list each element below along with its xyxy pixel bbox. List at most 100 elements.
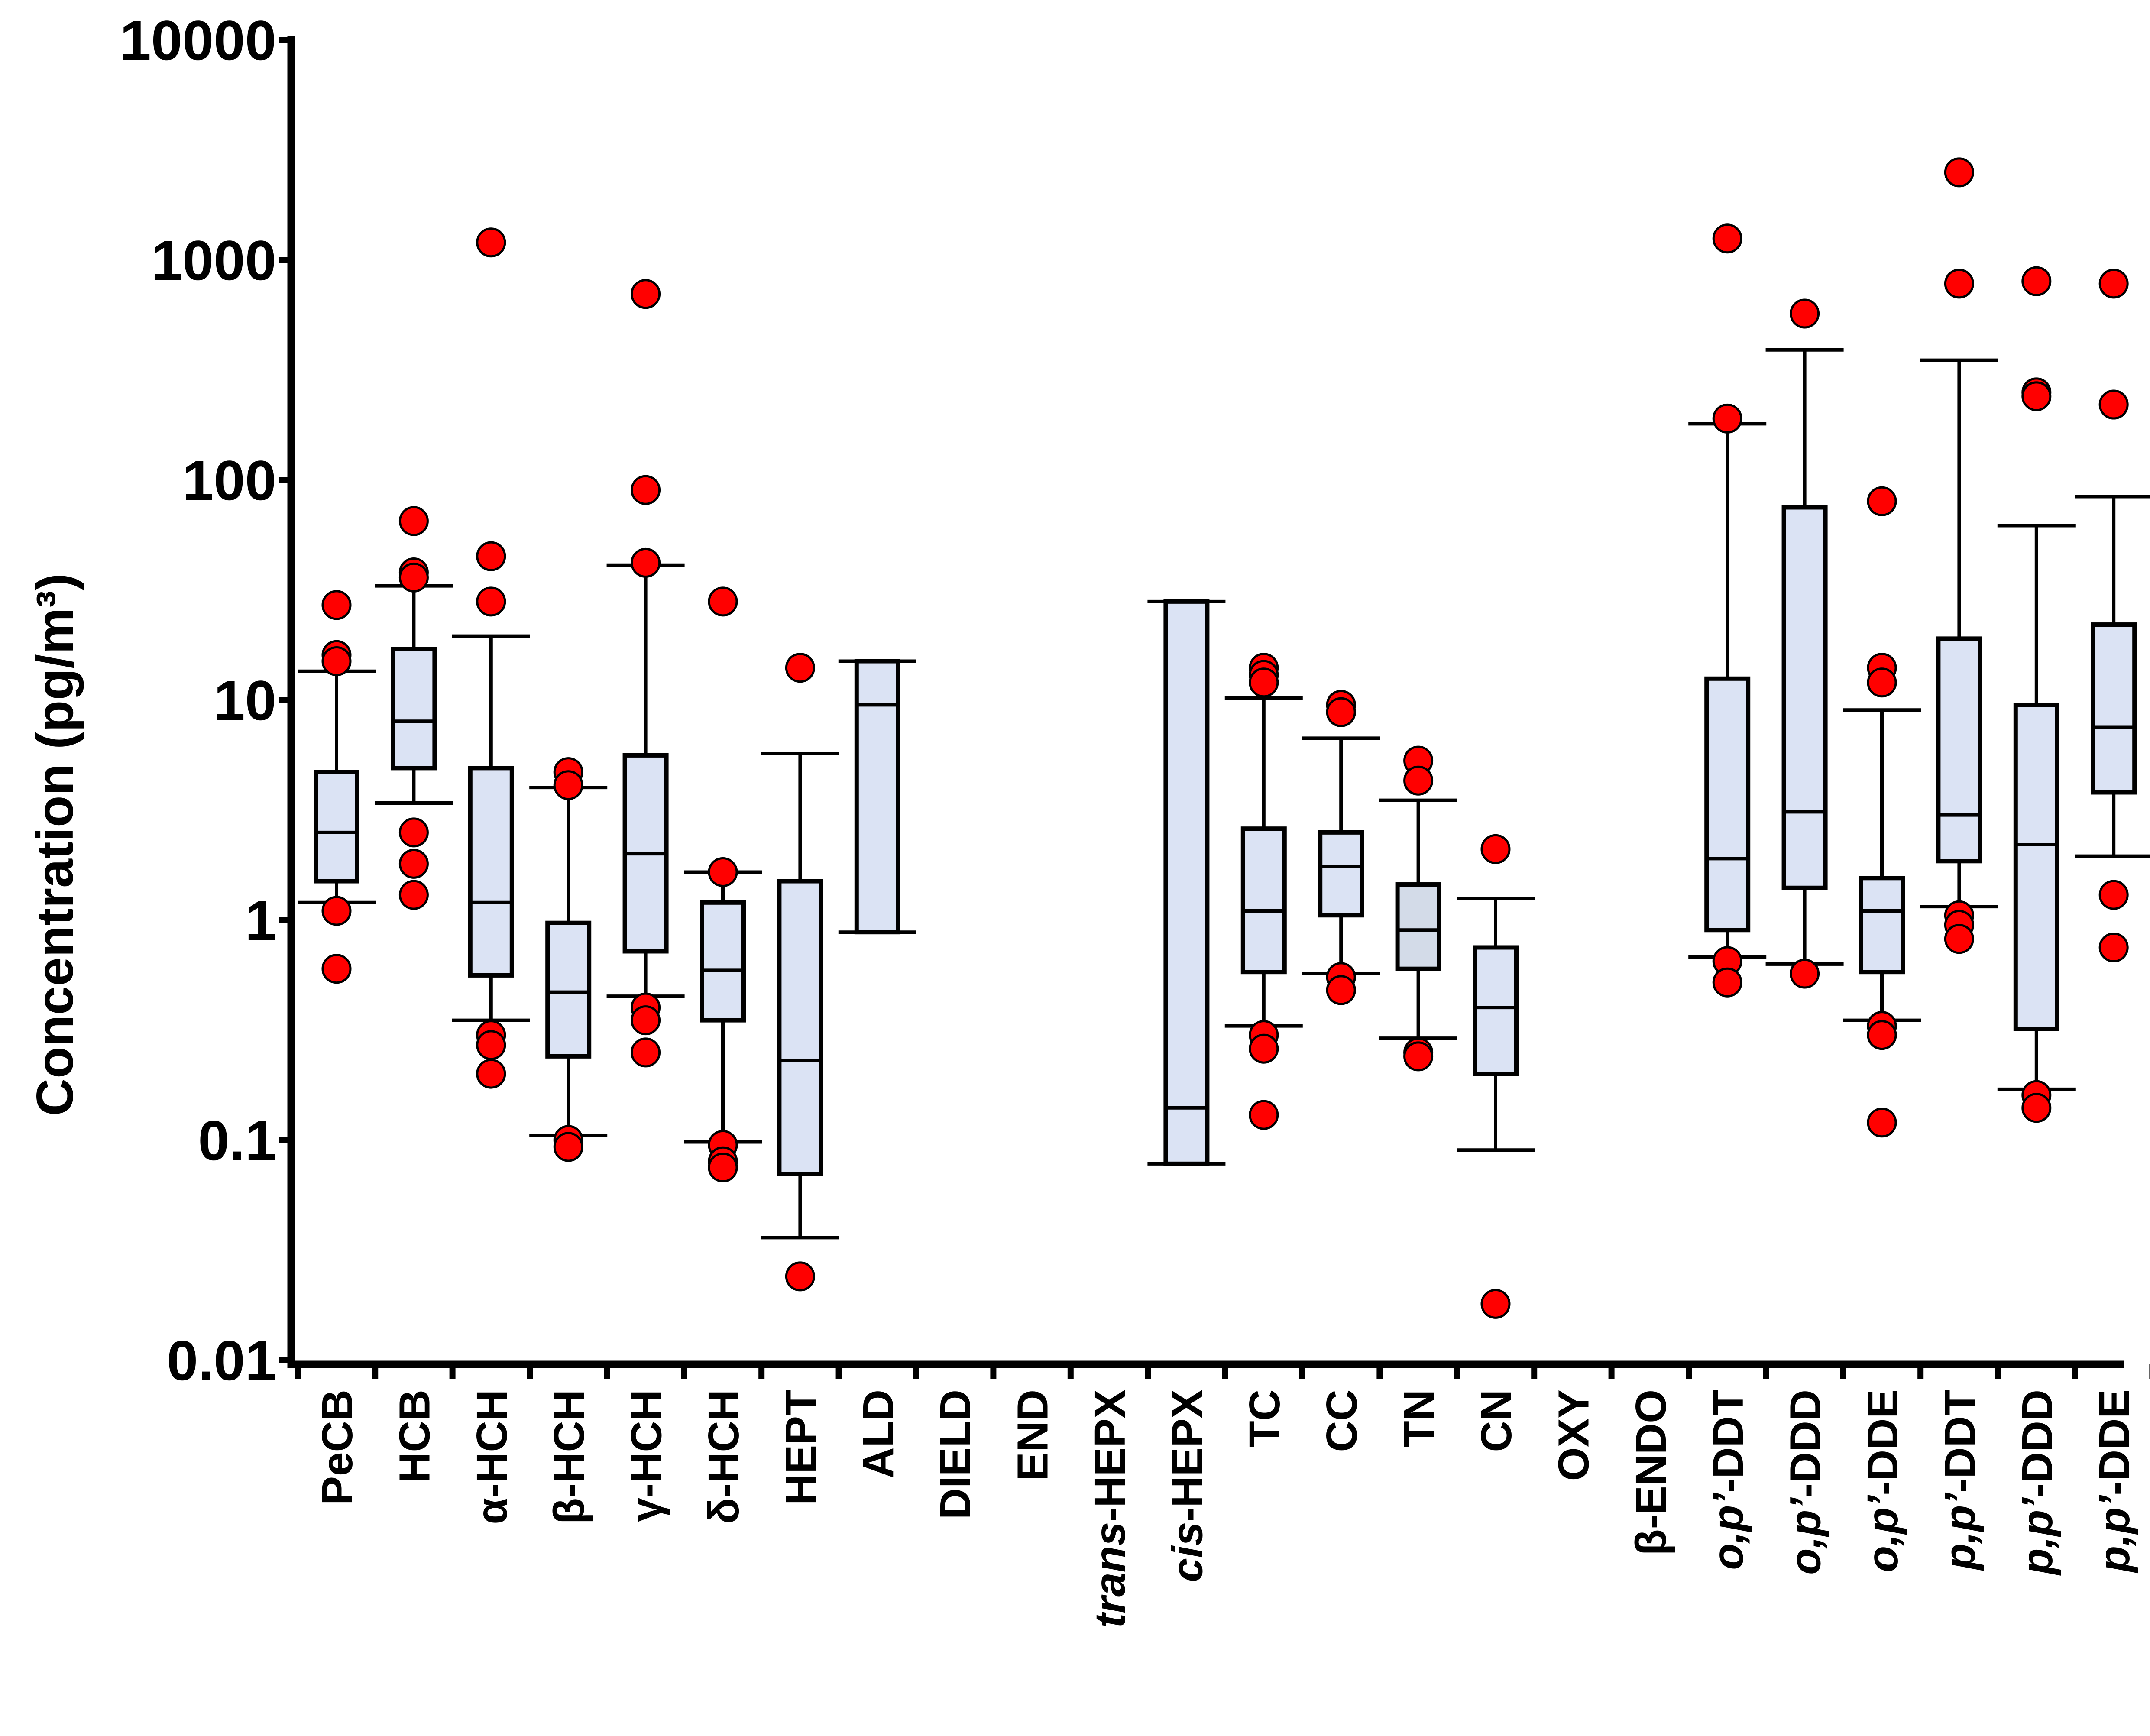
box-group-p-p-dde [2075, 269, 2150, 962]
box-group-o-p-ddd [1765, 298, 1844, 989]
category-label-oxy: OXY [1549, 1389, 1598, 1481]
box-hch [468, 766, 514, 978]
y-tick-label: 10000 [120, 9, 277, 72]
outlier-point [398, 562, 429, 593]
box-ald [854, 659, 900, 935]
category-label-part: δ-HCH [699, 1389, 748, 1524]
box-group-p-p-ddd [1997, 266, 2076, 1123]
category-label-part: p,p’ [1936, 1493, 1984, 1571]
category-label-trans-hepx: trans-HEPX [1086, 1389, 1134, 1628]
category-label-part: o,p’ [1781, 1497, 1830, 1575]
y-tick-label: 1 [245, 889, 276, 952]
box-group-hcb [375, 506, 453, 910]
box-group-hch [606, 279, 685, 1068]
outlier-point [1712, 223, 1742, 254]
box-group-hch [684, 586, 762, 1182]
outlier-point [1326, 697, 1356, 727]
category-label-part: β-ENDO [1627, 1389, 1675, 1555]
box-group-tc [1224, 653, 1303, 1130]
box-cis-hepx [1163, 599, 1210, 1166]
category-labels: PeCB HCB α-HCH β-HCH γ-HCH δ-HCH HEPT ALD DIELD E… [313, 1389, 2139, 1628]
category-label-part: TN [1395, 1389, 1444, 1447]
box-group-o-p-dde [1843, 486, 1921, 1138]
category-label-o-p-ddd: o,p’-DDD [1781, 1389, 1830, 1575]
category-label-cn: CN [1472, 1389, 1521, 1452]
category-label-part: -HEPX [1163, 1389, 1211, 1522]
outlier-point [2098, 269, 2129, 299]
category-label-part: cis [1163, 1522, 1211, 1582]
outlier-point [1403, 1041, 1434, 1072]
category-label-part: END [1009, 1389, 1057, 1481]
outlier-point [785, 1261, 815, 1292]
category-label-part: -DDD [2013, 1389, 2062, 1498]
category-label-part: β-HCH [545, 1389, 593, 1524]
category-label-part: γ-HCH [622, 1389, 671, 1522]
outlier-point [1790, 298, 1820, 329]
category-label-part: p,p’ [2090, 1495, 2139, 1574]
box-tc [1240, 826, 1287, 975]
category-label-part: p,p’ [2013, 1497, 2062, 1576]
box-group-hept [761, 653, 839, 1292]
outlier-point [1249, 1033, 1279, 1064]
y-axis: 10000 1000 100 10 1 0.1 0.01 [120, 9, 295, 1392]
outlier-point [708, 857, 738, 887]
box-group-hch [529, 757, 608, 1162]
box-o-p-ddd [1781, 505, 1828, 890]
plot-area [298, 157, 2150, 1319]
outlier-point [1249, 667, 1279, 698]
category-label-ald: ALD [854, 1389, 903, 1479]
category-label-part: -DDE [1859, 1389, 1907, 1495]
category-label-o-p-dde: o,p’-DDE [1859, 1389, 1907, 1572]
outlier-point [476, 586, 506, 617]
outlier-point [1867, 486, 1897, 516]
category-label-part: α-HCH [468, 1389, 516, 1524]
box-group-p-p-ddt [1920, 157, 1998, 954]
category-label-part: -DDD [1781, 1389, 1830, 1498]
category-label-part: -HEPX [1086, 1389, 1134, 1522]
y-tick-label: 1000 [151, 229, 276, 292]
outlier-point [631, 547, 661, 578]
outlier-point [708, 1152, 738, 1182]
y-axis-title: Concentration (pg/m³) [26, 573, 84, 1116]
outlier-point [321, 590, 352, 620]
outlier-point [476, 227, 506, 258]
outlier-point [2021, 381, 2052, 411]
outlier-point [398, 849, 429, 879]
category-label-part: CN [1472, 1389, 1521, 1452]
box-group-pecb [298, 590, 376, 984]
category-label-hcb: HCB [390, 1389, 439, 1483]
category-label-hept: HEPT [777, 1389, 825, 1505]
outlier-point [2098, 932, 2129, 962]
outlier-point [2021, 1093, 2052, 1123]
box-p-p-ddt [1936, 636, 1982, 864]
outlier-point [1944, 157, 1974, 188]
box-o-p-dde [1859, 876, 1905, 975]
y-tick-label: 0.1 [198, 1109, 276, 1172]
box-group-hch [452, 227, 530, 1089]
outlier-point [321, 896, 352, 926]
outlier-point [553, 1132, 583, 1162]
outlier-point [1326, 975, 1356, 1005]
y-tick-label: 10 [214, 669, 276, 732]
outlier-point [1867, 667, 1897, 698]
outlier-point [1867, 1108, 1897, 1138]
category-label-part: o,p’ [1859, 1495, 1907, 1572]
outlier-point [631, 1037, 661, 1068]
category-label-o-p-ddt: o,p’-DDT [1704, 1389, 1752, 1570]
outlier-point [1790, 959, 1820, 989]
outlier-point [1403, 765, 1434, 796]
outlier-point [1867, 1020, 1897, 1050]
category-label-tn: TN [1395, 1389, 1444, 1447]
category-label-part: o,p’ [1704, 1493, 1752, 1570]
outlier-point [321, 646, 352, 677]
category-label-part: PeCB [313, 1389, 362, 1505]
category-label-pecb: PeCB [313, 1389, 362, 1505]
outlier-point [553, 770, 583, 800]
box-hch [545, 920, 592, 1059]
y-tick-label: 0.01 [167, 1329, 276, 1392]
outlier-point [2098, 880, 2129, 910]
category-label-hch: β-HCH [545, 1389, 593, 1524]
outlier-point [476, 1030, 506, 1060]
category-label-dield: DIELD [931, 1389, 980, 1519]
